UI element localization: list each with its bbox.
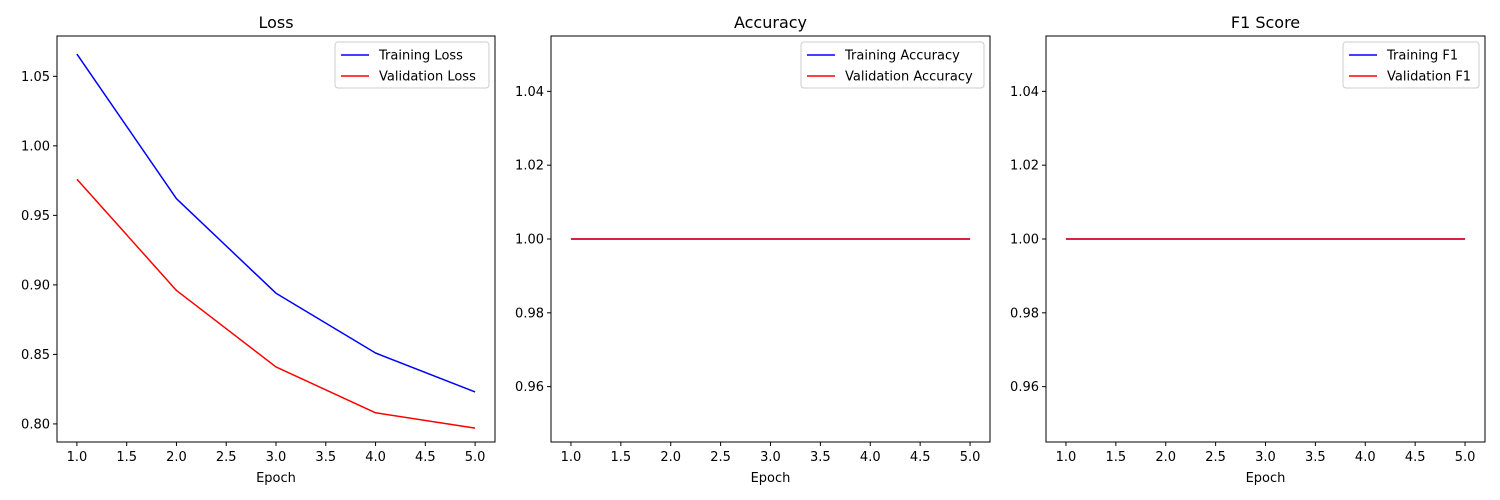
x-tick-label: 3.5 — [315, 450, 336, 465]
x-tick-label: 5.0 — [465, 450, 486, 465]
legend-label: Training Loss — [378, 49, 463, 64]
x-axis-label: Epoch — [1246, 471, 1286, 486]
legend-label: Training F1 — [1386, 49, 1458, 64]
y-tick-label: 0.96 — [1010, 380, 1039, 395]
legend: Training Accuracy Validation Accuracy — [800, 41, 985, 89]
y-tick-label: 0.80 — [21, 417, 50, 432]
x-tick-label: 3.0 — [760, 450, 781, 465]
x-tick-label: 3.0 — [1255, 450, 1276, 465]
x-tick-label: 1.0 — [67, 450, 88, 465]
legend-box — [800, 41, 985, 89]
x-tick-label: 4.0 — [365, 450, 386, 465]
chart-title: F1 Score — [1231, 13, 1300, 32]
subplot-2: 1.0 1.5 2.0 2.5 3.0 3.5 4.0 4.5 5.0 0.96 0.98 1.00 1… — [1010, 13, 1486, 486]
x-tick-label: 4.0 — [1355, 450, 1376, 465]
y-tick-label: 0.85 — [21, 348, 50, 363]
chart-title: Accuracy — [734, 13, 807, 32]
y-tick-label: 1.00 — [21, 139, 50, 154]
y-tick-label: 0.96 — [515, 380, 544, 395]
x-tick-label: 3.5 — [1305, 450, 1326, 465]
y-tick-label: 1.04 — [515, 85, 544, 100]
x-tick-label: 2.5 — [216, 450, 237, 465]
y-tick-label: 0.95 — [21, 209, 50, 224]
x-tick-label: 1.5 — [116, 450, 137, 465]
legend-box — [334, 41, 490, 89]
y-tick-label: 0.98 — [515, 306, 544, 321]
x-tick-label: 3.5 — [810, 450, 831, 465]
y-tick-label: 0.90 — [21, 278, 50, 293]
x-tick-label: 1.0 — [1056, 450, 1077, 465]
legend: Training Loss Validation Loss — [334, 41, 490, 89]
series-line-1 — [76, 178, 476, 429]
x-tick-label: 4.5 — [415, 450, 436, 465]
x-tick-label: 5.0 — [960, 450, 981, 465]
subplot-0: 1.0 1.5 2.0 2.5 3.0 3.5 4.0 4.5 5.0 0.80 0.85 0.90 0… — [21, 13, 496, 486]
x-tick-label: 2.0 — [660, 450, 681, 465]
x-tick-label: 4.5 — [1405, 450, 1426, 465]
x-tick-label: 2.0 — [1155, 450, 1176, 465]
x-axis-label: Epoch — [256, 471, 296, 486]
chart-title: Loss — [258, 13, 293, 32]
subplot-1: 1.0 1.5 2.0 2.5 3.0 3.5 4.0 4.5 5.0 0.96 0.98 1.00 1… — [515, 13, 991, 486]
x-tick-label: 2.5 — [1205, 450, 1226, 465]
legend-label: Validation F1 — [1387, 70, 1471, 85]
y-tick-label: 1.00 — [1010, 233, 1039, 248]
y-tick-label: 0.98 — [1010, 306, 1039, 321]
y-tick-label: 1.05 — [21, 70, 50, 85]
legend-label: Training Accuracy — [844, 49, 960, 64]
x-axis-label: Epoch — [751, 471, 791, 486]
x-tick-label: 1.5 — [1105, 450, 1126, 465]
x-tick-label: 4.0 — [860, 450, 881, 465]
y-tick-label: 1.02 — [515, 159, 544, 174]
legend-label: Validation Loss — [379, 70, 476, 85]
y-tick-label: 1.02 — [1010, 159, 1039, 174]
legend-label: Validation Accuracy — [845, 70, 973, 85]
series-line-0 — [76, 53, 476, 393]
x-tick-label: 1.0 — [561, 450, 582, 465]
x-tick-label: 5.0 — [1455, 450, 1476, 465]
x-tick-label: 1.5 — [610, 450, 631, 465]
x-tick-label: 2.5 — [710, 450, 731, 465]
y-tick-label: 1.00 — [515, 233, 544, 248]
y-tick-label: 1.04 — [1010, 85, 1039, 100]
x-tick-label: 3.0 — [266, 450, 287, 465]
legend: Training F1 Validation F1 — [1342, 41, 1480, 89]
x-tick-label: 2.0 — [166, 450, 187, 465]
x-tick-label: 4.5 — [910, 450, 931, 465]
